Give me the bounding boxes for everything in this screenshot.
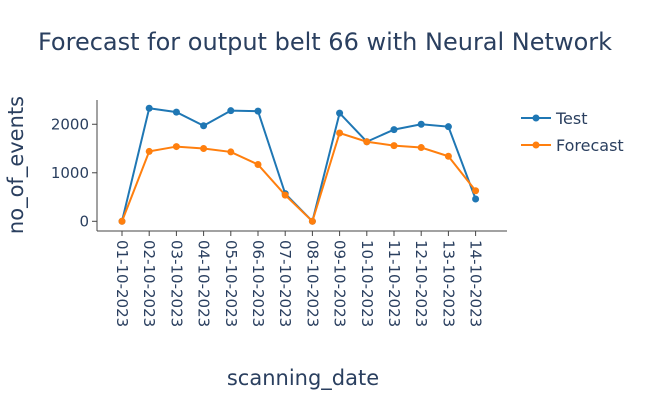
x-tick-label: 01-10-2023 [113,240,131,327]
x-tick-label: 11-10-2023 [385,240,403,327]
y-tick-label: 2000 [51,115,89,133]
data-point-forecast[interactable] [472,187,480,195]
data-point-forecast[interactable] [200,145,208,153]
data-point-test[interactable] [390,126,398,134]
plot-series [118,104,480,225]
data-point-test[interactable] [417,120,425,128]
y-axis-title: no_of_events [4,96,29,234]
data-point-forecast[interactable] [390,142,398,150]
data-point-forecast[interactable] [254,161,262,169]
data-point-forecast[interactable] [444,152,452,160]
data-point-forecast[interactable] [281,191,289,199]
legend-item-forecast[interactable]: Forecast [521,136,624,155]
data-point-forecast[interactable] [227,148,235,156]
legend-label-forecast: Forecast [556,136,624,155]
x-tick-label: 05-10-2023 [222,240,240,327]
data-point-forecast[interactable] [172,143,180,151]
x-tick-label: 06-10-2023 [249,240,267,327]
data-point-forecast[interactable] [118,217,126,225]
data-point-forecast[interactable] [308,217,316,225]
data-point-test[interactable] [227,107,235,115]
data-point-forecast[interactable] [363,138,371,146]
x-tick-label: 08-10-2023 [303,240,321,327]
x-tick-label: 03-10-2023 [167,240,185,327]
data-point-test[interactable] [336,109,344,117]
legend-label-test: Test [555,109,588,128]
y-tick-label: 1000 [51,164,89,182]
data-point-test[interactable] [254,107,262,115]
x-tick-label: 14-10-2023 [467,240,485,327]
data-point-test[interactable] [472,195,480,203]
x-tick-label: 13-10-2023 [439,240,457,327]
y-tick-label: 0 [79,212,89,230]
x-tick-label: 12-10-2023 [412,240,430,327]
legend[interactable]: Test Forecast [521,109,624,155]
axes: 0 1000 2000 01-10-2023 02-10-2023 03-10-2023 0… [51,100,507,327]
data-point-forecast[interactable] [336,129,344,137]
x-tick-label: 10-10-2023 [358,240,376,327]
data-point-test[interactable] [172,108,180,116]
data-point-test[interactable] [200,122,208,130]
chart-title: Forecast for output belt 66 with Neural … [38,28,612,56]
x-axis-title: scanning_date [227,366,379,391]
data-point-test[interactable] [145,104,153,112]
data-point-forecast[interactable] [417,144,425,152]
data-point-forecast[interactable] [145,147,153,155]
series-line-forecast [121,131,477,224]
data-point-test[interactable] [444,123,452,131]
legend-swatch-marker-test [532,114,540,122]
legend-item-test[interactable]: Test [521,109,588,128]
x-tick-label: 09-10-2023 [331,240,349,327]
x-tick-label: 07-10-2023 [276,240,294,327]
legend-swatch-marker-forecast [532,141,540,149]
x-tick-label: 02-10-2023 [140,240,158,327]
x-tick-label: 04-10-2023 [195,240,213,327]
